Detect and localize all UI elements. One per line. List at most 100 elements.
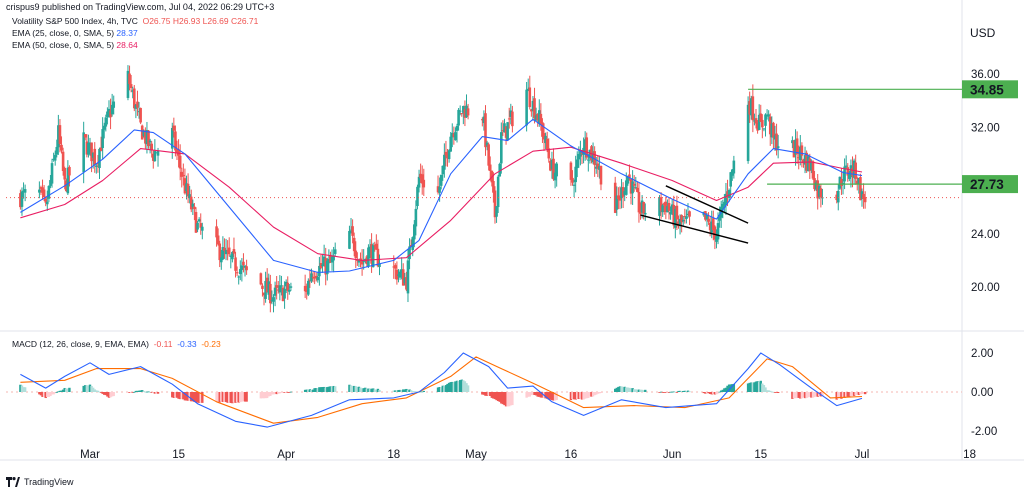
price-candle (488, 164, 492, 171)
price-candle (675, 205, 679, 220)
price-candle (409, 245, 413, 247)
price-candle (151, 153, 155, 161)
price-candle (775, 133, 778, 151)
tradingview-footer[interactable]: TradingView (6, 477, 74, 487)
price-candle (708, 222, 712, 231)
macd-histogram-bar (378, 389, 381, 392)
macd-histogram-bar (47, 392, 51, 397)
price-candle (87, 142, 90, 155)
macd-histogram-bar (481, 392, 484, 395)
ema25-legend[interactable]: EMA (25, close, 0, SMA, 5) 28.37 (12, 28, 138, 38)
price-candle (542, 133, 546, 140)
macd-histogram-bar (707, 392, 710, 394)
price-candle (405, 277, 408, 290)
macd-histogram-bar (840, 392, 843, 399)
price-candle (91, 152, 95, 158)
macd-histogram-bar (171, 392, 174, 398)
price-candle (22, 190, 25, 192)
macd-histogram-bar (356, 386, 359, 392)
price-candle (596, 163, 600, 169)
macd-histogram-bar (235, 392, 239, 403)
price-candle (465, 105, 468, 118)
price-candle (571, 177, 574, 183)
macd-histogram-bar (750, 382, 753, 392)
symbol-legend[interactable]: Volatility S&P 500 Index, 4h, TVC O26.75… (12, 16, 258, 26)
macd-histogram-bar (332, 385, 335, 392)
ema50-legend[interactable]: EMA (50, close, 0, SMA, 5) 28.64 (12, 40, 138, 50)
macd-histogram-bar (596, 392, 600, 394)
macd-histogram-bar (582, 392, 585, 400)
price-candle (371, 244, 375, 268)
macd-histogram-bar (283, 392, 286, 393)
price-candle (791, 140, 794, 144)
price-candle (836, 190, 840, 203)
price-candle (227, 247, 231, 255)
macd-histogram-bar (362, 388, 365, 392)
price-candle (862, 193, 865, 199)
macd-histogram-bar (489, 392, 492, 396)
price-candle (632, 183, 636, 186)
macd-histogram-bar (661, 392, 664, 393)
macd-histogram-bar (504, 392, 508, 407)
price-candle (716, 223, 720, 240)
macd-histogram-bar (50, 392, 54, 395)
macd-histogram-bar (55, 391, 58, 393)
macd-label: MACD (12, 26, close, 9, EMA, EMA) (12, 339, 149, 349)
price-candle (275, 285, 278, 288)
price-candle (311, 276, 315, 278)
price-candle (452, 133, 456, 138)
price-candle (273, 287, 277, 296)
price-candle (112, 101, 116, 108)
price-candle (863, 197, 867, 203)
macd-histogram-bar (498, 392, 501, 402)
macd-histogram-bar (84, 385, 87, 392)
macd-histogram-bar (715, 392, 718, 395)
macd-histogram-bar (310, 389, 313, 392)
price-candle (186, 183, 190, 197)
price-candle (215, 226, 218, 238)
macd-histogram-bar (859, 392, 862, 395)
price-candle (128, 73, 131, 85)
macd-histogram-bar (726, 385, 729, 392)
price-candle (110, 104, 114, 115)
macd-histogram-bar (538, 392, 541, 397)
price-candle (860, 191, 864, 199)
price-candle (288, 289, 291, 292)
macd-histogram-bar (352, 385, 356, 392)
price-candle (732, 160, 736, 174)
price-candle (507, 118, 511, 120)
price-candle (216, 235, 220, 245)
macd-histogram-bar (403, 389, 407, 392)
macd-histogram-bar (863, 392, 867, 395)
macd-legend[interactable]: MACD (12, 26, close, 9, EMA, EMA) -0.11 … (12, 339, 221, 349)
price-candle (139, 107, 142, 123)
macd-histogram-bar (269, 392, 272, 396)
macd-histogram-bar (42, 392, 46, 397)
macd-histogram-bar (220, 392, 223, 402)
price-candle (686, 213, 690, 216)
macd-histogram-bar (261, 392, 264, 399)
price-candle (417, 176, 421, 188)
price-candle (156, 150, 160, 156)
macd-histogram-bar (330, 386, 334, 392)
price-candle (683, 216, 687, 218)
price-candle (583, 139, 587, 152)
price-candle (466, 108, 470, 116)
price-candle (525, 89, 528, 126)
price-candle (189, 196, 193, 210)
macd-histogram-bar (843, 392, 846, 398)
macd-histogram-bar (216, 392, 220, 402)
price-candle (598, 166, 601, 170)
price-candle (261, 285, 264, 289)
price-candle (185, 183, 188, 191)
macd-histogram-bar (640, 389, 644, 392)
macd-histogram-bar (93, 389, 96, 392)
price-candle (729, 172, 732, 187)
macd-histogram-bar (816, 392, 819, 397)
price-candle (840, 178, 843, 186)
macd-histogram-bar (721, 389, 724, 392)
price-candle (224, 249, 228, 255)
macd-histogram-bar (413, 391, 416, 392)
